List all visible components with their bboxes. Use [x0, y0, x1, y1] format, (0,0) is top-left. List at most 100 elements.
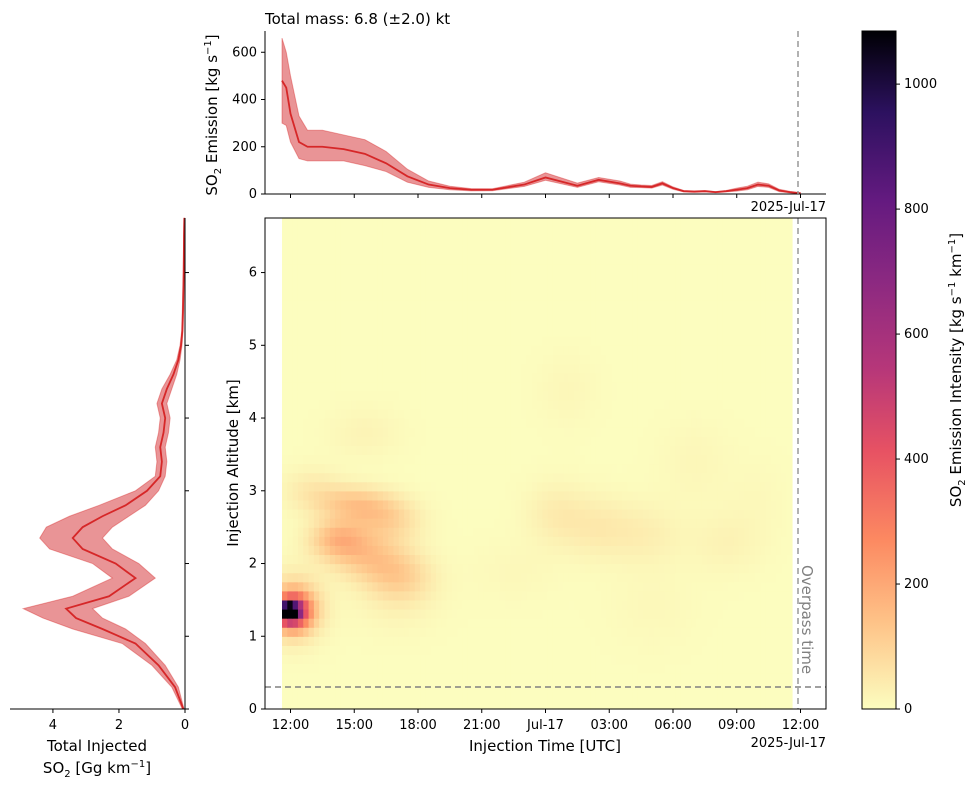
heatmap-cell: [446, 418, 453, 428]
heatmap-cell: [765, 508, 772, 519]
heatmap-cell: [760, 281, 767, 292]
heatmap-cell: [584, 381, 591, 392]
heatmap-cell: [377, 290, 384, 301]
heatmap-cell: [627, 318, 634, 328]
heatmap-cell: [568, 672, 575, 683]
heatmap-cell: [351, 545, 357, 556]
heatmap-cell: [776, 563, 782, 574]
heatmap-cell: [319, 272, 326, 283]
heatmap-cell: [691, 554, 697, 565]
heatmap-cell: [733, 345, 740, 355]
heatmap-cell: [287, 454, 294, 465]
heatmap-cell: [292, 572, 299, 583]
heatmap-cell: [356, 318, 363, 328]
heatmap-cell: [510, 336, 517, 346]
heatmap-cell: [776, 608, 782, 619]
heatmap-cell: [420, 299, 427, 310]
heatmap-cell: [590, 299, 597, 310]
heatmap-cell: [425, 608, 432, 619]
heatmap-cell: [446, 454, 453, 465]
heatmap-cell: [414, 399, 421, 410]
heatmap-cell: [542, 654, 549, 665]
heatmap-cell: [786, 554, 793, 565]
heatmap-cell: [303, 490, 310, 501]
heatmap-cell: [367, 490, 373, 501]
heatmap-cell: [414, 599, 421, 610]
heatmap-cell: [467, 318, 474, 328]
heatmap-cell: [409, 563, 416, 574]
heatmap-cell: [685, 527, 692, 537]
heatmap-cell: [749, 654, 756, 665]
heatmap-cell: [749, 536, 756, 546]
heatmap-cell: [691, 290, 697, 301]
heatmap-cell: [622, 318, 628, 328]
heatmap-cell: [675, 427, 682, 437]
heatmap-cell: [552, 499, 559, 510]
heatmap-cell: [590, 636, 597, 646]
heatmap-cell: [319, 381, 326, 392]
heatmap-cell: [542, 308, 549, 319]
heatmap-cell: [680, 681, 687, 692]
heatmap-cell: [637, 690, 644, 701]
heatmap-cell: [728, 281, 735, 292]
heatmap-cell: [441, 472, 448, 483]
heatmap-cell: [600, 490, 607, 501]
heatmap-cell: [622, 645, 628, 656]
heatmap-cell: [510, 645, 517, 656]
heatmap-cell: [382, 645, 389, 656]
heatmap-cell: [510, 554, 517, 565]
heatmap-cell: [722, 481, 729, 492]
heatmap-cell: [420, 481, 427, 492]
heatmap-cell: [467, 372, 474, 383]
heatmap-cell: [760, 327, 767, 337]
heatmap-cell: [568, 490, 575, 501]
heatmap-cell: [675, 299, 682, 310]
heatmap-cell: [420, 327, 427, 337]
heatmap-cell: [653, 518, 660, 528]
heatmap-cell: [552, 318, 559, 328]
heatmap-cell: [515, 536, 522, 546]
heatmap-cell: [563, 627, 570, 637]
heatmap-cell: [653, 336, 660, 346]
heatmap-cell: [452, 681, 458, 692]
heatmap-cell: [712, 436, 719, 446]
heatmap-cell: [351, 627, 357, 637]
heatmap-cell: [606, 318, 612, 328]
heatmap-cell: [728, 518, 735, 528]
heatmap-cell: [749, 481, 756, 492]
heatmap-cell: [696, 245, 703, 255]
heatmap-cell: [611, 427, 618, 437]
heatmap-cell: [382, 272, 389, 283]
heatmap-cell: [786, 263, 793, 274]
heatmap-cell: [303, 618, 310, 628]
heatmap-cell: [728, 645, 735, 656]
heatmap-cell: [637, 245, 644, 255]
heatmap-cell: [282, 454, 288, 465]
heatmap-cell: [770, 545, 777, 556]
heatmap-cell: [760, 272, 767, 283]
heatmap-cell: [611, 499, 618, 510]
heatmap-cell: [478, 254, 485, 265]
heatmap-cell: [781, 272, 788, 283]
heatmap-cell: [297, 536, 304, 546]
heatmap-cell: [558, 427, 565, 437]
heatmap-cell: [340, 536, 347, 546]
heatmap-cell: [685, 336, 692, 346]
heatmap-cell: [595, 527, 602, 537]
heatmap-cell: [691, 627, 697, 637]
heatmap-cell: [760, 363, 767, 374]
heatmap-cell: [765, 499, 772, 510]
heatmap-cell: [515, 463, 522, 474]
heatmap-cell: [547, 381, 554, 392]
heatmap-cell: [489, 281, 496, 292]
heatmap-cell: [521, 263, 527, 274]
heatmap-cell: [574, 608, 581, 619]
heatmap-cell: [452, 318, 458, 328]
heatmap-cell: [606, 545, 612, 556]
heatmap-cell: [611, 290, 618, 301]
heatmap-cell: [297, 308, 304, 319]
heatmap-cell: [701, 481, 708, 492]
heatmap-cell: [733, 281, 740, 292]
heatmap-cell: [457, 608, 464, 619]
heatmap-cell: [669, 699, 676, 710]
